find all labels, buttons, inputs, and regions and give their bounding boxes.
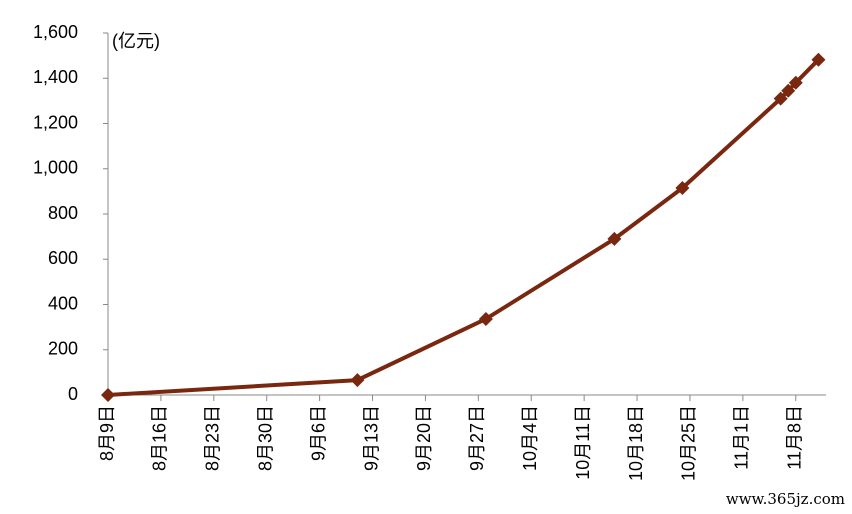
x-tick-label: 8月16日 bbox=[150, 405, 170, 471]
y-tick-label: 400 bbox=[48, 293, 78, 313]
y-tick-label: 600 bbox=[48, 248, 78, 268]
point-marker bbox=[101, 388, 115, 402]
x-tick-label: 9月6日 bbox=[308, 405, 328, 461]
series-line bbox=[107, 58, 820, 397]
point-marker bbox=[788, 75, 803, 90]
point-marker bbox=[478, 311, 493, 326]
x-tick-label: 8月30日 bbox=[255, 405, 275, 471]
x-tick-label: 10月18日 bbox=[626, 405, 646, 481]
point-marker bbox=[607, 231, 622, 246]
x-tick-label: 9月13日 bbox=[361, 405, 381, 471]
y-tick-label: 0 bbox=[68, 384, 78, 404]
y-tick-label: 800 bbox=[48, 203, 78, 223]
y-tick-label: 1,400 bbox=[33, 67, 78, 87]
x-tick-label: 10月4日 bbox=[520, 405, 540, 471]
x-tick-label: 9月20日 bbox=[414, 405, 434, 471]
y-tick-label: 1,600 bbox=[33, 22, 78, 42]
x-tick-label: 11月1日 bbox=[732, 405, 752, 470]
y-tick-label: 1,000 bbox=[33, 158, 78, 178]
point-marker bbox=[675, 180, 690, 195]
point-marker bbox=[811, 52, 826, 67]
x-tick-label: 10月25日 bbox=[679, 405, 699, 481]
x-tick-label: 9月27日 bbox=[467, 405, 487, 471]
y-unit-label: (亿元) bbox=[112, 31, 160, 51]
x-tick-label: 8月23日 bbox=[203, 405, 223, 471]
x-tick-label: 11月8日 bbox=[785, 405, 805, 470]
point-marker bbox=[773, 91, 788, 106]
y-tick-label: 200 bbox=[48, 339, 78, 359]
x-tick-label: 8月9日 bbox=[97, 405, 117, 461]
point-marker bbox=[781, 83, 796, 98]
watermark: www.365jz.com bbox=[726, 490, 845, 508]
y-tick-label: 1,200 bbox=[33, 112, 78, 132]
x-tick-label: 10月11日 bbox=[573, 405, 593, 480]
point-marker bbox=[350, 373, 365, 388]
